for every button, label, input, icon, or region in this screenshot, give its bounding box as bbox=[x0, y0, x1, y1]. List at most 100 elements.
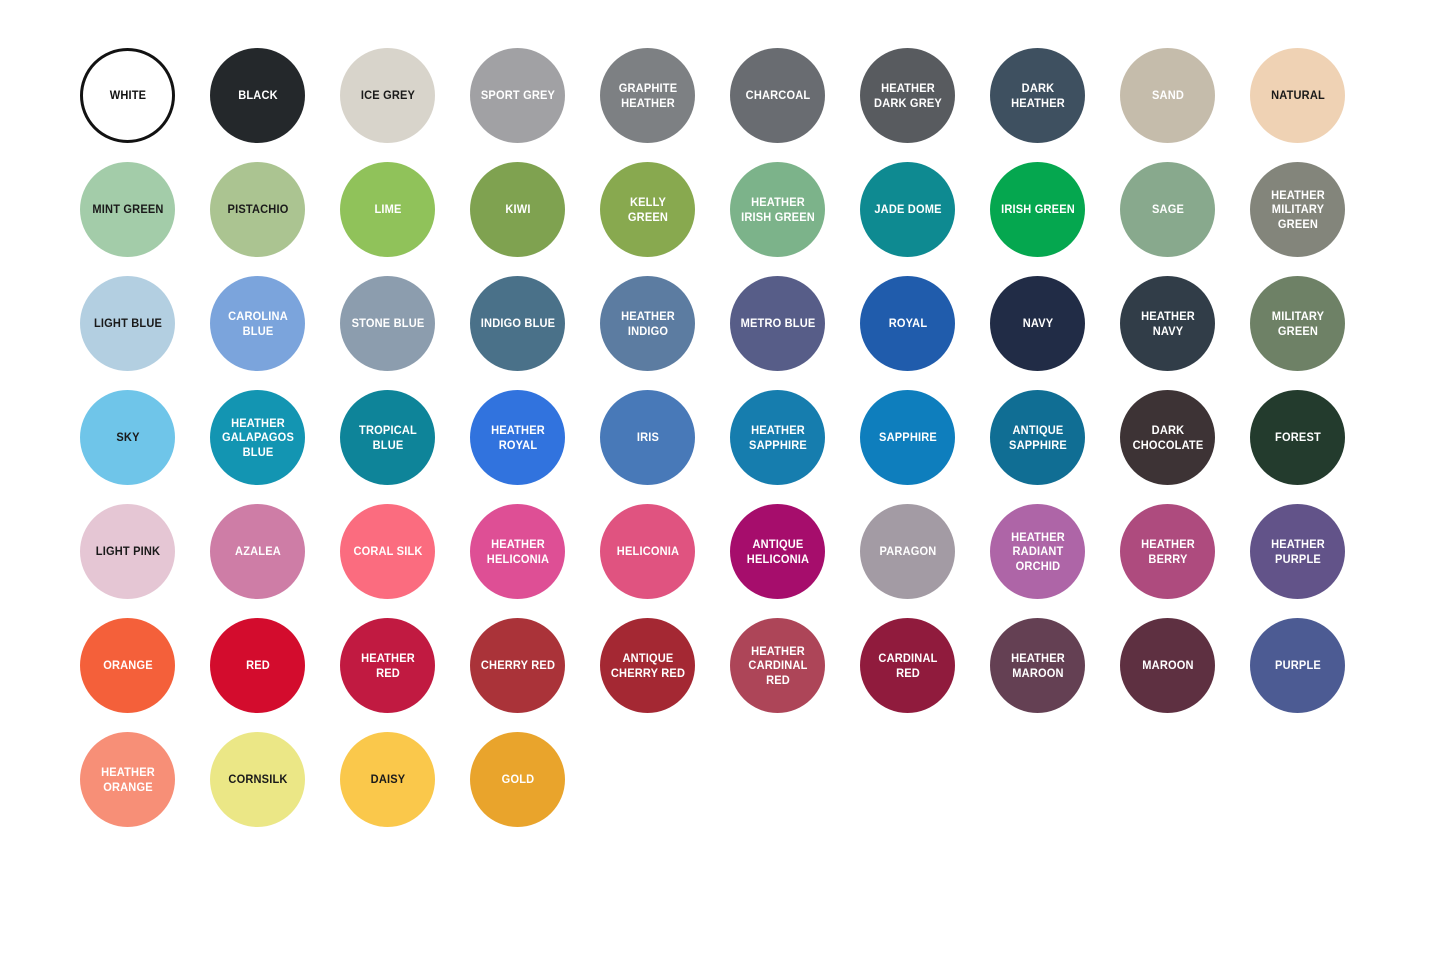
color-swatch-heather-heliconia: HEATHER HELICONIA bbox=[470, 504, 565, 599]
color-label: HEATHER NAVY bbox=[1140, 309, 1195, 338]
color-swatch-iris: IRIS bbox=[600, 390, 695, 485]
color-label: ANTIQUE SAPPHIRE bbox=[1008, 423, 1067, 452]
color-label: LIGHT PINK bbox=[95, 544, 160, 559]
color-label: WHITE bbox=[109, 88, 146, 103]
color-swatch-heather-radiant-orchid: HEATHER RADIANT ORCHID bbox=[990, 504, 1085, 599]
color-swatch-heather-purple: HEATHER PURPLE bbox=[1250, 504, 1345, 599]
color-swatch-heather-royal: HEATHER ROYAL bbox=[470, 390, 565, 485]
color-label: CHARCOAL bbox=[745, 88, 810, 103]
color-label: HEATHER DARK GREY bbox=[873, 81, 942, 110]
color-swatch-heather-dark-grey: HEATHER DARK GREY bbox=[860, 48, 955, 143]
color-label: INDIGO BLUE bbox=[480, 316, 555, 331]
color-swatch-white: WHITE bbox=[80, 48, 175, 143]
color-swatch-stone-blue: STONE BLUE bbox=[340, 276, 435, 371]
color-swatch-charcoal: CHARCOAL bbox=[730, 48, 825, 143]
color-swatch-sapphire: SAPPHIRE bbox=[860, 390, 955, 485]
color-swatch-maroon: MAROON bbox=[1120, 618, 1215, 713]
color-swatch-red: RED bbox=[210, 618, 305, 713]
color-swatch-graphite-heather: GRAPHITE HEATHER bbox=[600, 48, 695, 143]
swatch-row: ORANGE RED HEATHER RED CHERRY RED ANTIQUE CH… bbox=[80, 618, 1345, 713]
swatch-row: LIGHT PINK AZALEA CORAL SILK HEATHER HELICO… bbox=[80, 504, 1345, 599]
color-label: DAISY bbox=[370, 772, 405, 787]
color-label: MAROON bbox=[1141, 658, 1194, 673]
color-label: SAGE bbox=[1151, 202, 1184, 217]
color-swatch-sky: SKY bbox=[80, 390, 175, 485]
color-swatch-heather-maroon: HEATHER MAROON bbox=[990, 618, 1085, 713]
color-label: CORNSILK bbox=[227, 772, 288, 787]
swatch-row: LIGHT BLUE CAROLINA BLUE STONE BLUE INDIGO … bbox=[80, 276, 1345, 371]
color-label: HEATHER RED bbox=[360, 651, 415, 680]
swatch-row: MINT GREEN PISTACHIO LIME KIWI KELLY GREEN HE… bbox=[80, 162, 1345, 257]
color-swatch-natural: NATURAL bbox=[1250, 48, 1345, 143]
color-label: KIWI bbox=[504, 202, 531, 217]
color-label: CARDINAL RED bbox=[877, 651, 938, 680]
color-swatch-military-green: MILITARY GREEN bbox=[1250, 276, 1345, 371]
color-swatch-heather-sapphire: HEATHER SAPPHIRE bbox=[730, 390, 825, 485]
color-swatch-carolina-blue: CAROLINA BLUE bbox=[210, 276, 305, 371]
color-label: GOLD bbox=[501, 772, 534, 787]
color-label: STONE BLUE bbox=[351, 316, 424, 331]
color-label: PISTACHIO bbox=[227, 202, 288, 217]
color-label: JADE DOME bbox=[873, 202, 942, 217]
color-label: LIGHT BLUE bbox=[93, 316, 162, 331]
color-swatch-mint-green: MINT GREEN bbox=[80, 162, 175, 257]
color-swatch-antique-heliconia: ANTIQUE HELICONIA bbox=[730, 504, 825, 599]
color-swatch-jade-dome: JADE DOME bbox=[860, 162, 955, 257]
color-label: NATURAL bbox=[1270, 88, 1325, 103]
color-swatch-azalea: AZALEA bbox=[210, 504, 305, 599]
color-label: HEATHER INDIGO bbox=[620, 309, 675, 338]
color-swatch-heather-military-green: HEATHER MILITARY GREEN bbox=[1250, 162, 1345, 257]
color-swatch-lime: LIME bbox=[340, 162, 435, 257]
color-label: METRO BLUE bbox=[740, 316, 815, 331]
color-label: HEATHER ROYAL bbox=[490, 423, 545, 452]
color-swatch-pistachio: PISTACHIO bbox=[210, 162, 305, 257]
swatch-row: SKY HEATHER GALAPAGOS BLUE TROPICAL BLUE HE… bbox=[80, 390, 1345, 485]
color-swatch-grid: WHITE BLACK ICE GREY SPORT GREY GRAPHITE HEA… bbox=[80, 48, 1345, 846]
color-label: KELLY GREEN bbox=[627, 195, 668, 224]
color-swatch-black: BLACK bbox=[210, 48, 305, 143]
color-label: MILITARY GREEN bbox=[1271, 309, 1324, 338]
color-label: TROPICAL BLUE bbox=[358, 423, 417, 452]
color-label: PARAGON bbox=[879, 544, 936, 559]
color-swatch-gold: GOLD bbox=[470, 732, 565, 827]
color-label: ORANGE bbox=[102, 658, 153, 673]
swatch-row: HEATHER ORANGE CORNSILK DAISY GOLD bbox=[80, 732, 1345, 827]
color-label: SAND bbox=[1151, 88, 1184, 103]
color-swatch-paragon: PARAGON bbox=[860, 504, 955, 599]
color-swatch-light-blue: LIGHT BLUE bbox=[80, 276, 175, 371]
color-swatch-royal: ROYAL bbox=[860, 276, 955, 371]
color-swatch-forest: FOREST bbox=[1250, 390, 1345, 485]
color-label: ICE GREY bbox=[360, 88, 415, 103]
color-label: GRAPHITE HEATHER bbox=[618, 81, 677, 110]
color-label: HEATHER RADIANT ORCHID bbox=[1010, 529, 1065, 573]
color-swatch-navy: NAVY bbox=[990, 276, 1085, 371]
color-swatch-cornsilk: CORNSILK bbox=[210, 732, 305, 827]
color-label: RED bbox=[245, 658, 270, 673]
color-label: HEATHER MAROON bbox=[1010, 651, 1065, 680]
color-label: MINT GREEN bbox=[91, 202, 164, 217]
color-label: HEATHER PURPLE bbox=[1270, 537, 1325, 566]
color-label: HEATHER HELICONIA bbox=[486, 537, 549, 566]
color-swatch-tropical-blue: TROPICAL BLUE bbox=[340, 390, 435, 485]
color-label: HEATHER BERRY bbox=[1140, 537, 1195, 566]
color-label: CHERRY RED bbox=[480, 658, 555, 673]
color-swatch-heather-red: HEATHER RED bbox=[340, 618, 435, 713]
color-swatch-heather-cardinal-red: HEATHER CARDINAL RED bbox=[730, 618, 825, 713]
color-swatch-sage: SAGE bbox=[1120, 162, 1215, 257]
color-label: HELICONIA bbox=[616, 544, 679, 559]
swatch-row: WHITE BLACK ICE GREY SPORT GREY GRAPHITE HEA… bbox=[80, 48, 1345, 143]
color-swatch-purple: PURPLE bbox=[1250, 618, 1345, 713]
color-swatch-heather-berry: HEATHER BERRY bbox=[1120, 504, 1215, 599]
color-swatch-heather-galapagos-blue: HEATHER GALAPAGOS BLUE bbox=[210, 390, 305, 485]
color-swatch-heather-indigo: HEATHER INDIGO bbox=[600, 276, 695, 371]
color-label: AZALEA bbox=[234, 544, 281, 559]
color-label: BLACK bbox=[237, 88, 278, 103]
color-label: NAVY bbox=[1022, 316, 1053, 331]
color-swatch-irish-green: IRISH GREEN bbox=[990, 162, 1085, 257]
color-label: SAPPHIRE bbox=[878, 430, 937, 445]
color-label: HEATHER GALAPAGOS BLUE bbox=[221, 415, 294, 459]
color-label: ANTIQUE CHERRY RED bbox=[610, 651, 685, 680]
color-label: IRIS bbox=[636, 430, 659, 445]
color-label: HEATHER IRISH GREEN bbox=[740, 195, 815, 224]
